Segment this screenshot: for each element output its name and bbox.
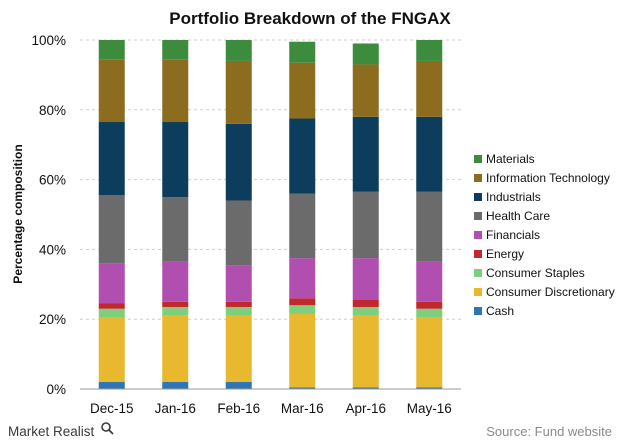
- bar-segment: [98, 382, 125, 389]
- bar-segment: [225, 60, 252, 124]
- bar-segment: [416, 261, 443, 302]
- magnifier-icon: [101, 422, 114, 435]
- x-tick-label: Jan-16: [155, 401, 196, 416]
- bar-segment: [352, 116, 379, 192]
- legend-swatch: [474, 269, 482, 277]
- y-tick-label: 60%: [39, 173, 66, 188]
- bar-segment: [98, 40, 125, 60]
- legend-label: Consumer Staples: [486, 266, 585, 280]
- legend-swatch: [474, 231, 482, 239]
- legend: Materials Information Technology Industria…: [474, 152, 615, 318]
- bar-segment: [98, 263, 125, 304]
- legend-swatch: [474, 250, 482, 258]
- bar-segment: [162, 306, 189, 316]
- bar-segment: [416, 40, 443, 61]
- bar-segment: [289, 298, 316, 306]
- x-axis-ticks: Dec-15 Jan-16 Feb-16 Mar-16 Apr-16 May-16: [90, 401, 452, 416]
- legend-swatch: [474, 193, 482, 201]
- market-realist-logo: Market Realist: [8, 422, 114, 439]
- bar-segment: [289, 193, 316, 259]
- y-tick-label: 20%: [39, 312, 66, 327]
- bar-segment: [352, 43, 379, 65]
- bar-segment: [98, 59, 125, 123]
- bar-segment: [162, 122, 189, 198]
- bar-segment: [416, 116, 443, 192]
- bar-segment: [225, 40, 252, 61]
- legend-label: Consumer Discretionary: [486, 285, 615, 299]
- y-tick-label: 40%: [39, 242, 66, 257]
- bar-segment: [289, 118, 316, 194]
- bar-segment: [225, 265, 252, 302]
- bar-segment: [289, 313, 316, 388]
- bar-segment: [352, 387, 379, 389]
- legend-swatch: [474, 155, 482, 163]
- y-axis-ticks: 0% 20% 40% 60% 80% 100%: [31, 33, 66, 397]
- x-tick-label: Dec-15: [90, 401, 134, 416]
- bar-segment: [416, 60, 443, 117]
- bar-segment: [416, 387, 443, 389]
- x-tick-label: May-16: [407, 401, 452, 416]
- bar-segment: [352, 306, 379, 316]
- legend-label: Cash: [486, 304, 514, 318]
- legend-swatch: [474, 288, 482, 296]
- legend-swatch: [474, 307, 482, 315]
- bar-segment: [225, 200, 252, 266]
- bar-segment: [352, 315, 379, 388]
- y-tick-label: 0%: [46, 382, 66, 397]
- bar-segment: [352, 300, 379, 307]
- y-tick-label: 100%: [31, 33, 66, 48]
- brand-label: Market Realist: [8, 424, 95, 439]
- bars: [98, 40, 443, 389]
- gridlines: [80, 39, 461, 320]
- bar-segment: [162, 59, 189, 123]
- bar-segment: [162, 261, 189, 302]
- x-tick-label: Apr-16: [345, 401, 386, 416]
- legend-label: Materials: [486, 152, 535, 166]
- bar-segment: [225, 306, 252, 316]
- bar-segment: [416, 308, 443, 318]
- y-tick-label: 80%: [39, 103, 66, 118]
- bar-segment: [416, 301, 443, 309]
- bar-segment: [225, 123, 252, 201]
- bar-segment: [162, 315, 189, 383]
- chart-title: Portfolio Breakdown of the FNGAX: [169, 9, 451, 28]
- bar-segment: [225, 301, 252, 307]
- bar-segment: [289, 387, 316, 389]
- legend-label: Financials: [486, 228, 540, 242]
- legend-swatch: [474, 212, 482, 220]
- bar-segment: [416, 317, 443, 388]
- bar-segment: [352, 64, 379, 117]
- bar-segment: [225, 382, 252, 389]
- bar-segment: [289, 41, 316, 63]
- source-label: Source: Fund website: [486, 424, 612, 439]
- bar-segment: [98, 308, 125, 318]
- bar-segment: [162, 382, 189, 389]
- legend-swatch: [474, 174, 482, 182]
- bar-segment: [162, 301, 189, 307]
- x-tick-label: Feb-16: [217, 401, 260, 416]
- bar-segment: [98, 317, 125, 383]
- bar-segment: [289, 258, 316, 299]
- legend-label: Health Care: [486, 209, 550, 223]
- y-axis-label: Percentage composition: [11, 144, 25, 283]
- bar-segment: [352, 191, 379, 259]
- bar-segment: [289, 305, 316, 314]
- legend-label: Energy: [486, 247, 524, 261]
- footer: Market Realist Source: Fund website: [8, 422, 612, 439]
- bar-segment: [225, 315, 252, 383]
- bar-segment: [162, 40, 189, 60]
- bar-segment: [162, 197, 189, 262]
- x-tick-label: Mar-16: [281, 401, 324, 416]
- bar-segment: [98, 303, 125, 309]
- legend-label: Information Technology: [486, 171, 610, 185]
- legend-label: Industrials: [486, 190, 541, 204]
- bar-segment: [98, 122, 125, 196]
- bar-segment: [416, 191, 443, 262]
- bar-segment: [289, 62, 316, 119]
- bar-segment: [98, 195, 125, 264]
- bar-segment: [352, 258, 379, 301]
